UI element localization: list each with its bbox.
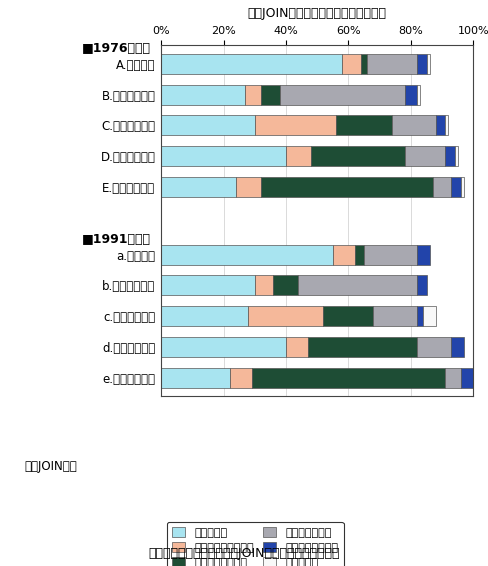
Bar bbox=[161, 115, 255, 135]
Bar bbox=[161, 337, 286, 357]
Bar bbox=[417, 337, 451, 357]
Bar bbox=[342, 54, 361, 74]
Bar bbox=[286, 146, 311, 166]
Bar bbox=[355, 245, 364, 265]
Bar bbox=[161, 84, 245, 105]
Bar bbox=[161, 177, 236, 197]
Bar bbox=[255, 276, 273, 295]
Bar bbox=[455, 146, 458, 166]
Bar bbox=[424, 306, 436, 326]
Bar bbox=[417, 84, 420, 105]
Bar bbox=[436, 115, 445, 135]
Bar bbox=[261, 84, 280, 105]
Bar bbox=[417, 54, 427, 74]
Bar bbox=[445, 368, 461, 388]
Bar bbox=[405, 146, 445, 166]
Bar bbox=[417, 276, 427, 295]
Bar bbox=[252, 368, 445, 388]
Bar bbox=[333, 245, 355, 265]
Bar bbox=[445, 146, 455, 166]
Text: 水田JOIN凡例: 水田JOIN凡例 bbox=[24, 461, 77, 473]
Bar bbox=[392, 115, 436, 135]
Bar bbox=[248, 306, 324, 326]
Bar bbox=[405, 84, 417, 105]
Bar bbox=[161, 54, 342, 74]
Bar bbox=[373, 306, 417, 326]
Bar bbox=[451, 177, 461, 197]
Bar bbox=[445, 115, 448, 135]
Bar bbox=[299, 276, 417, 295]
Bar bbox=[161, 306, 248, 326]
Bar bbox=[161, 368, 230, 388]
Text: ■1976年類型: ■1976年類型 bbox=[82, 42, 151, 55]
Bar bbox=[308, 337, 417, 357]
Bar bbox=[230, 368, 252, 388]
Bar bbox=[433, 177, 451, 197]
Bar bbox=[255, 115, 336, 135]
Bar bbox=[361, 54, 367, 74]
Text: ■1991年類型: ■1991年類型 bbox=[82, 233, 151, 246]
Bar bbox=[286, 337, 308, 357]
Bar bbox=[461, 368, 473, 388]
Bar bbox=[161, 146, 286, 166]
Bar bbox=[417, 245, 429, 265]
Bar bbox=[427, 54, 429, 74]
Bar bbox=[280, 84, 405, 105]
Bar bbox=[245, 84, 261, 105]
Bar bbox=[324, 306, 373, 326]
Bar bbox=[364, 245, 417, 265]
Bar bbox=[336, 115, 392, 135]
Bar bbox=[236, 177, 261, 197]
Bar bbox=[161, 276, 255, 295]
Bar bbox=[311, 146, 405, 166]
Title: 水田JOINの比率（各類型ごとの平均）: 水田JOINの比率（各類型ごとの平均） bbox=[248, 7, 386, 20]
Text: 図２　水田の連続性（水田JOIN）による市区町村類型: 図２ 水田の連続性（水田JOIN）による市区町村類型 bbox=[148, 547, 340, 560]
Bar bbox=[417, 306, 424, 326]
Bar bbox=[451, 337, 464, 357]
Bar bbox=[273, 276, 299, 295]
Bar bbox=[461, 177, 464, 197]
Bar bbox=[367, 54, 417, 74]
Legend: 水田－水田, 水田－畑地・樹園地, 水田－森林・荒地, 水田－建物用地, 水田－河川・湖沼, 水田－海域: 水田－水田, 水田－畑地・樹園地, 水田－森林・荒地, 水田－建物用地, 水田－… bbox=[166, 522, 344, 566]
Bar bbox=[261, 177, 433, 197]
Bar bbox=[161, 245, 333, 265]
